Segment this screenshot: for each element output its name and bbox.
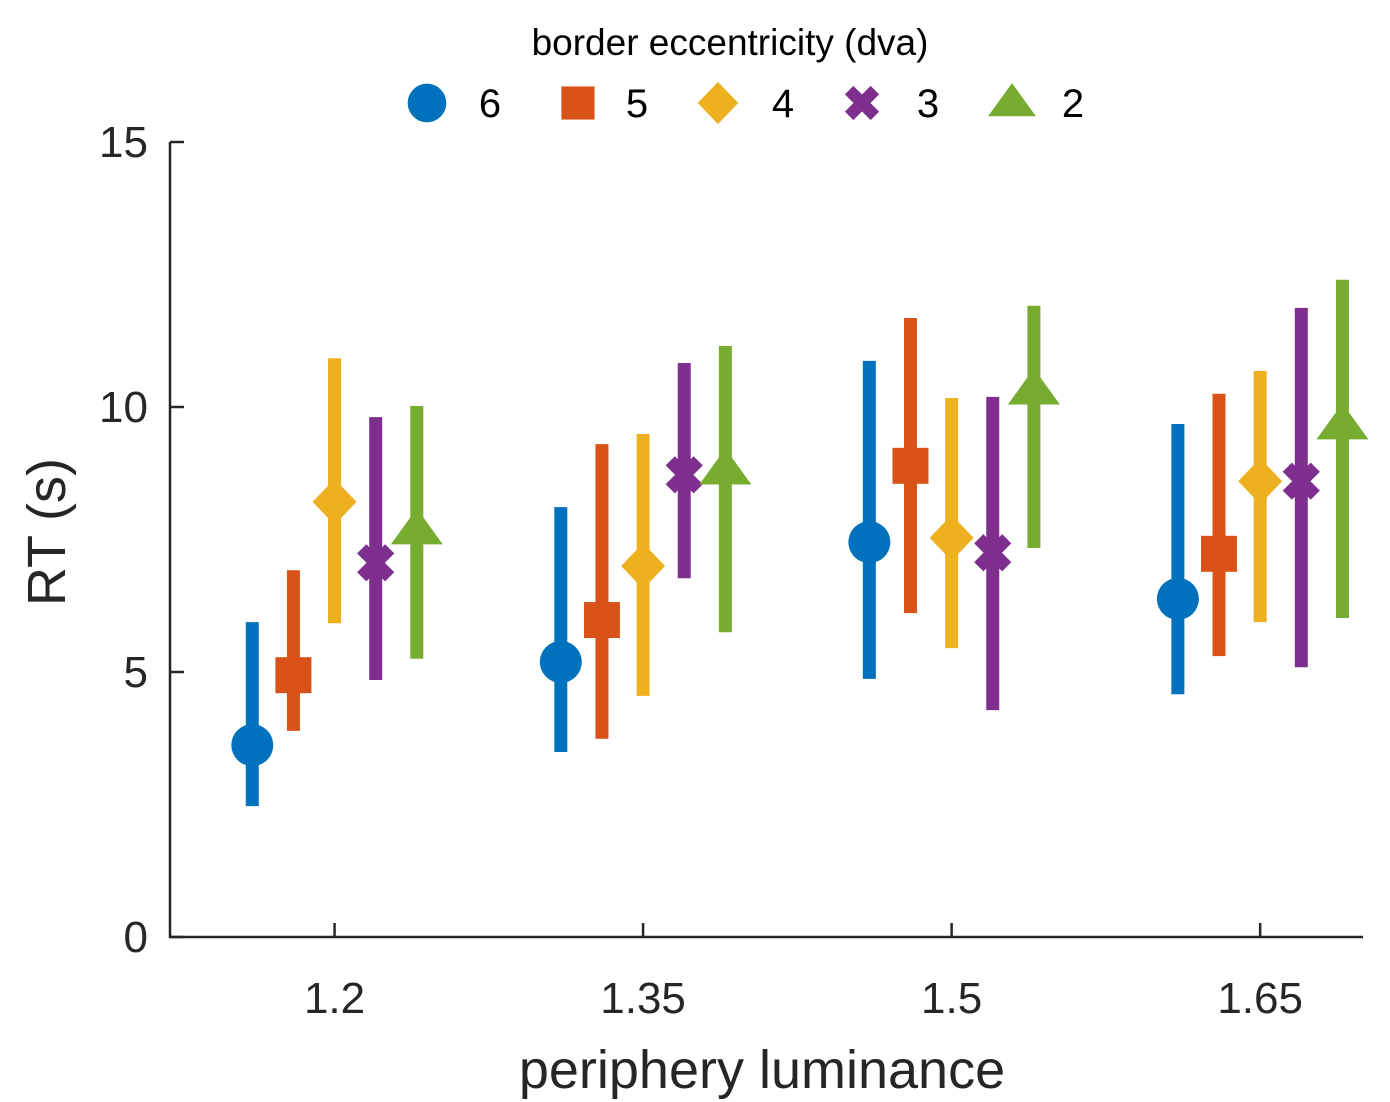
y-tick-label: 10 <box>99 383 148 432</box>
x-marker <box>844 85 880 121</box>
diamond-marker <box>697 81 739 125</box>
legend-label: 5 <box>626 82 648 126</box>
circle-marker <box>407 83 447 123</box>
square-marker <box>1201 535 1238 572</box>
circle-marker <box>1156 577 1199 620</box>
x-marker <box>665 456 703 494</box>
triangle-marker <box>699 448 752 485</box>
series-3 <box>357 307 1320 711</box>
triangle-marker <box>1007 368 1060 405</box>
y-tick-label: 5 <box>124 648 148 697</box>
x-tick-label: 1.65 <box>1217 974 1303 1023</box>
square-marker <box>583 602 620 639</box>
x-tick-label: 1.35 <box>600 974 686 1023</box>
axes <box>168 140 1363 939</box>
diamond-marker <box>1238 458 1283 505</box>
legend-title: border eccentricity (dva) <box>532 22 929 63</box>
circle-marker <box>848 521 891 564</box>
plot-area <box>231 279 1369 807</box>
legend-label: 3 <box>917 82 939 126</box>
x-axis-label: periphery luminance <box>519 1040 1005 1100</box>
y-axis-label: RT (s) <box>17 458 77 606</box>
x-tick-label: 1.2 <box>304 974 365 1023</box>
x-tick-label: 1.5 <box>921 974 982 1023</box>
tick-labels: 0 5 10 15 1.2 1.35 1.5 1.65 <box>99 118 1303 1023</box>
x-marker <box>1282 462 1320 500</box>
diamond-marker <box>621 543 666 589</box>
circle-marker <box>539 640 582 683</box>
diamond-marker <box>929 514 974 561</box>
series-4 <box>312 358 1283 696</box>
circle-marker <box>231 724 274 767</box>
legend-label: 6 <box>479 82 501 126</box>
legend-item-4: 4 <box>697 81 794 126</box>
legend-label: 2 <box>1062 82 1084 126</box>
square-marker <box>892 447 929 484</box>
series-2 <box>390 279 1369 659</box>
y-tick-label: 0 <box>124 913 148 962</box>
legend-label: 4 <box>772 82 794 126</box>
triangle-marker <box>988 83 1036 117</box>
legend: border eccentricity (dva) 6 5 4 3 2 <box>407 22 1084 126</box>
legend-item-3: 3 <box>844 82 939 126</box>
legend-item-2: 2 <box>988 82 1084 126</box>
x-marker <box>357 544 395 582</box>
y-tick-label: 15 <box>99 118 148 167</box>
series-5 <box>275 317 1238 739</box>
square-marker <box>561 86 595 120</box>
x-marker <box>974 534 1012 572</box>
triangle-marker <box>1316 403 1369 440</box>
legend-item-5: 5 <box>561 82 648 126</box>
diamond-marker <box>312 478 357 525</box>
triangle-marker <box>390 508 443 545</box>
legend-item-6: 6 <box>407 82 501 126</box>
square-marker <box>275 657 312 694</box>
series-6 <box>231 360 1199 807</box>
